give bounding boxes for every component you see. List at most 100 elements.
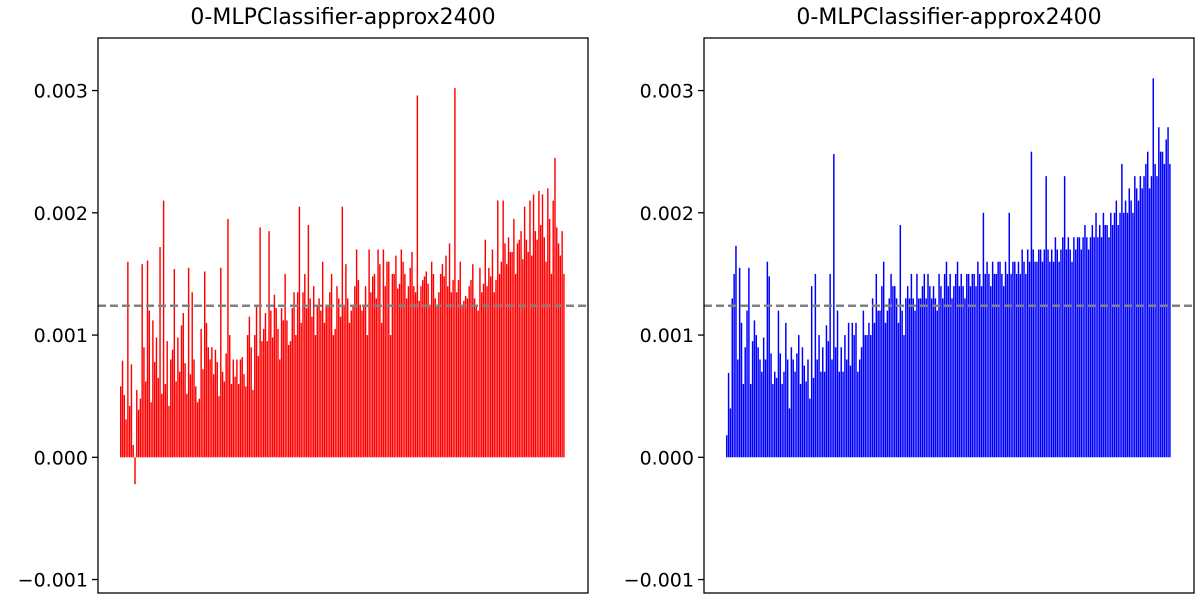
left-bar (355, 249, 358, 458)
left-bar (132, 445, 134, 458)
right-bar (777, 310, 780, 458)
right-bar (755, 335, 758, 458)
left-bar (268, 231, 270, 458)
left-bar (309, 298, 311, 458)
right-bar (820, 371, 822, 458)
right-bar (884, 322, 887, 458)
right-bar (1139, 176, 1142, 458)
right-bar (966, 273, 968, 458)
left-bar (556, 227, 558, 458)
right-y-axis: −0.001 0.000 0.001 0.002 0.003 (624, 81, 704, 592)
left-bar (184, 363, 186, 458)
left-bar (518, 239, 520, 458)
right-bar (781, 383, 783, 458)
right-bar (847, 322, 850, 458)
right-bar (807, 359, 809, 458)
left-bar (186, 393, 188, 458)
right-bar (846, 359, 848, 458)
left-bar (459, 261, 461, 458)
left-bar (541, 194, 544, 458)
right-bar (823, 371, 826, 458)
right-bar (910, 273, 913, 458)
left-bar (205, 322, 208, 458)
left-bar (441, 264, 444, 458)
left-bar (448, 243, 451, 458)
left-bar (366, 335, 369, 458)
right-bar (862, 310, 865, 458)
right-bar (1082, 237, 1084, 458)
right-bar (1115, 200, 1118, 458)
right-bar (1158, 127, 1160, 458)
left-bar (364, 286, 367, 458)
right-bar (942, 298, 944, 458)
left-bar (411, 251, 413, 458)
left-bar (436, 304, 438, 458)
left-bar (153, 361, 156, 458)
left-bar (513, 218, 515, 458)
left-bar (123, 394, 125, 458)
right-bar (812, 377, 815, 458)
left-bar (536, 239, 538, 458)
left-bar (270, 310, 272, 458)
right-bar (798, 335, 800, 458)
left-bar (395, 255, 397, 458)
right-bar (1087, 249, 1090, 458)
right-bar (827, 341, 830, 458)
left-bar (475, 304, 478, 458)
right-bar (975, 286, 977, 458)
left-bar (454, 88, 456, 458)
right-bar (947, 286, 950, 458)
right-bar (729, 408, 732, 458)
right-bar (1122, 212, 1125, 458)
left-bar (359, 304, 361, 458)
right-bar (1041, 261, 1044, 458)
left-bar (216, 361, 218, 458)
left-bar (237, 383, 240, 458)
right-bar (1076, 237, 1079, 458)
right-bar (1097, 237, 1099, 458)
left-bar (532, 194, 535, 458)
left-bar (523, 206, 526, 458)
left-bar (275, 308, 277, 458)
left-bar (531, 255, 533, 458)
left-bar (255, 305, 258, 458)
left-bar (125, 419, 127, 458)
left-bars (120, 88, 565, 485)
right-bar (895, 298, 898, 458)
left-bar (323, 322, 326, 458)
right-y-tick-label: 0.000 (640, 447, 694, 469)
left-y-tick-label: 0.002 (34, 203, 88, 225)
right-bar (960, 273, 962, 458)
left-bar (262, 328, 265, 458)
right-bar (958, 286, 961, 458)
left-bar (273, 294, 276, 458)
right-bar (949, 273, 951, 458)
right-bar (919, 298, 922, 458)
right-bar (809, 398, 811, 458)
left-bar (200, 328, 202, 458)
left-bar (243, 374, 245, 458)
left-bar (402, 261, 404, 458)
left-bar (470, 280, 472, 458)
right-bar (890, 273, 892, 458)
left-bar (220, 267, 222, 458)
right-bar (936, 310, 938, 458)
right-bar (1006, 273, 1009, 458)
right-bar (997, 261, 999, 458)
left-bar (525, 239, 528, 458)
right-bar (853, 335, 855, 458)
right-bar (1074, 249, 1077, 458)
right-bar (822, 347, 824, 458)
left-bar (529, 200, 531, 458)
right-bar (1065, 249, 1068, 458)
right-bar (1121, 163, 1123, 458)
right-bar (818, 335, 820, 458)
left-y-tick-label: 0.003 (34, 81, 88, 103)
left-bar (445, 255, 447, 458)
right-bar (1080, 249, 1082, 458)
right-bar (766, 261, 769, 458)
left-bar (388, 261, 390, 458)
right-chart-panel: 0-MLPClassifier-approx2400 −0.001 0.000 0.… (624, 5, 1195, 594)
right-bar (1071, 261, 1073, 458)
left-bar (134, 457, 136, 485)
